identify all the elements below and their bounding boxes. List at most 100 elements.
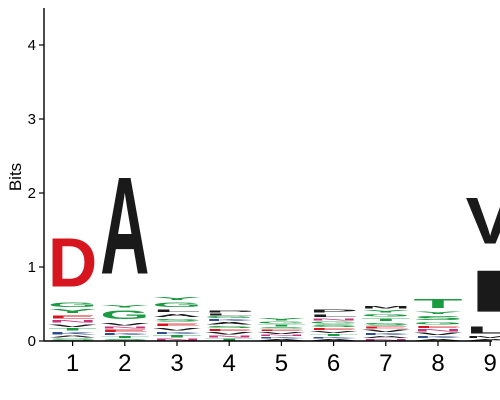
logo-letter-v: V [48,323,97,327]
logo-letter-n: N [361,339,410,341]
logo-letter-k: K [205,319,254,322]
logo-letter-a: A [361,336,410,339]
logo-letter-a: A [257,339,306,341]
logo-letter-e: E [309,328,358,331]
logo-letter-y: Y [100,304,149,308]
logo-letter-n: N [413,328,462,332]
logo-letter-k: K [309,337,358,339]
logo-letter-e: E [413,326,462,329]
logo-letter-t: T [309,334,358,337]
logo-letter-t: T [361,317,410,321]
logo-letter-a: A [48,335,97,338]
logo-letter-v: V [205,331,254,335]
x-axis-ticks: 1 2 3 4 5 6 7 8 9 [66,341,497,377]
logo-letter-g: G [361,314,410,318]
logo-letter-t: T [205,338,254,341]
logo-letter-k: K [361,333,410,336]
logo-letter-v: V [257,331,306,334]
logo-letter-s: S [152,318,201,322]
logo-letter-k: K [257,337,306,339]
logo-letter-y: Y [413,311,462,315]
axes [43,8,492,342]
logo-letter-e: E [48,314,97,319]
logo-letter-v: V [100,322,149,326]
logo-letter-g: G [152,301,201,308]
logo-letter-s: S [205,326,254,329]
logo-letter-a: A [413,339,462,341]
logo-letter-a: A [100,149,149,304]
logo-letter-p: P [205,310,254,313]
logo-letter-p: P [309,309,358,314]
logo-letter-n: N [100,326,149,329]
x-tick-label: 5 [275,350,288,377]
logo-letter-g: G [100,308,149,321]
x-tick-label: 6 [327,350,340,377]
logo-letter-t: T [100,336,149,339]
logo-column-9: AMLIV [466,184,500,341]
logo-letter-e: E [361,326,410,329]
y-axis-ticks: 0 1 2 3 4 [28,37,44,350]
logo-letter-g: G [257,321,306,324]
logo-letter-i: I [466,258,500,325]
y-tick-label: 1 [28,259,36,276]
logo-letter-l: L [152,308,201,312]
logo-letter-k: K [48,331,97,335]
logo-letter-n: N [48,320,97,324]
logo-letter-t: T [152,334,201,338]
logo-letter-g: G [413,321,462,325]
logo-letter-s: S [309,324,358,328]
x-tick-label: 4 [223,350,236,377]
logo-letter-m: M [466,336,500,339]
y-axis-title: Bits [6,163,25,191]
y-tick-label: 2 [28,185,36,202]
logo-letter-v: V [152,327,201,331]
logo-letter-a: A [466,339,500,341]
logo-letter-t: T [48,328,97,332]
logo-letter-s: S [48,338,97,341]
x-tick-label: 7 [379,350,392,377]
logo-letter-v: V [361,329,410,333]
logo-letter-g: G [309,321,358,324]
x-tick-label: 9 [484,350,497,377]
y-tick-label: 3 [28,111,36,128]
logo-letter-e: E [100,329,149,333]
logo-letter-a: A [152,313,201,318]
logo-letter-k: K [152,331,201,334]
logo-letter-v: V [309,331,358,334]
logo-letter-s: S [361,322,410,326]
logo-letter-a: A [309,339,358,341]
logo-letter-v: V [466,184,500,258]
logo-letter-y: Y [257,317,306,321]
logo-glyph-layer: SAKTVNEYGDSTKENVGYANTKVESALGYTNVESAKGLPA… [48,149,500,341]
logo-letter-a: A [205,322,254,326]
logo-letter-g: G [205,316,254,319]
x-tick-label: 3 [170,350,183,377]
y-tick-label: 0 [28,333,36,350]
logo-letter-y: Y [361,309,410,313]
logo-letter-m: M [361,305,410,309]
logo-letter-n: N [205,335,254,338]
x-tick-label: 1 [66,350,79,377]
logo-letter-e: E [257,329,306,331]
logo-letter-k: K [413,336,462,339]
logo-letter-n: N [257,334,306,336]
logo-letter-g: G [48,302,97,309]
logo-letter-k: K [100,333,149,336]
logo-letter-s: S [100,339,149,341]
y-tick-label: 4 [28,37,36,54]
logo-letter-y: Y [48,309,97,315]
logo-letter-l: L [309,314,358,318]
logo-letter-y: Y [152,296,201,301]
logo-letter-t: T [413,296,462,311]
logo-letter-s: S [413,315,462,321]
logo-letter-v: V [413,332,462,336]
x-tick-label: 2 [118,350,131,377]
x-tick-label: 8 [431,350,444,377]
